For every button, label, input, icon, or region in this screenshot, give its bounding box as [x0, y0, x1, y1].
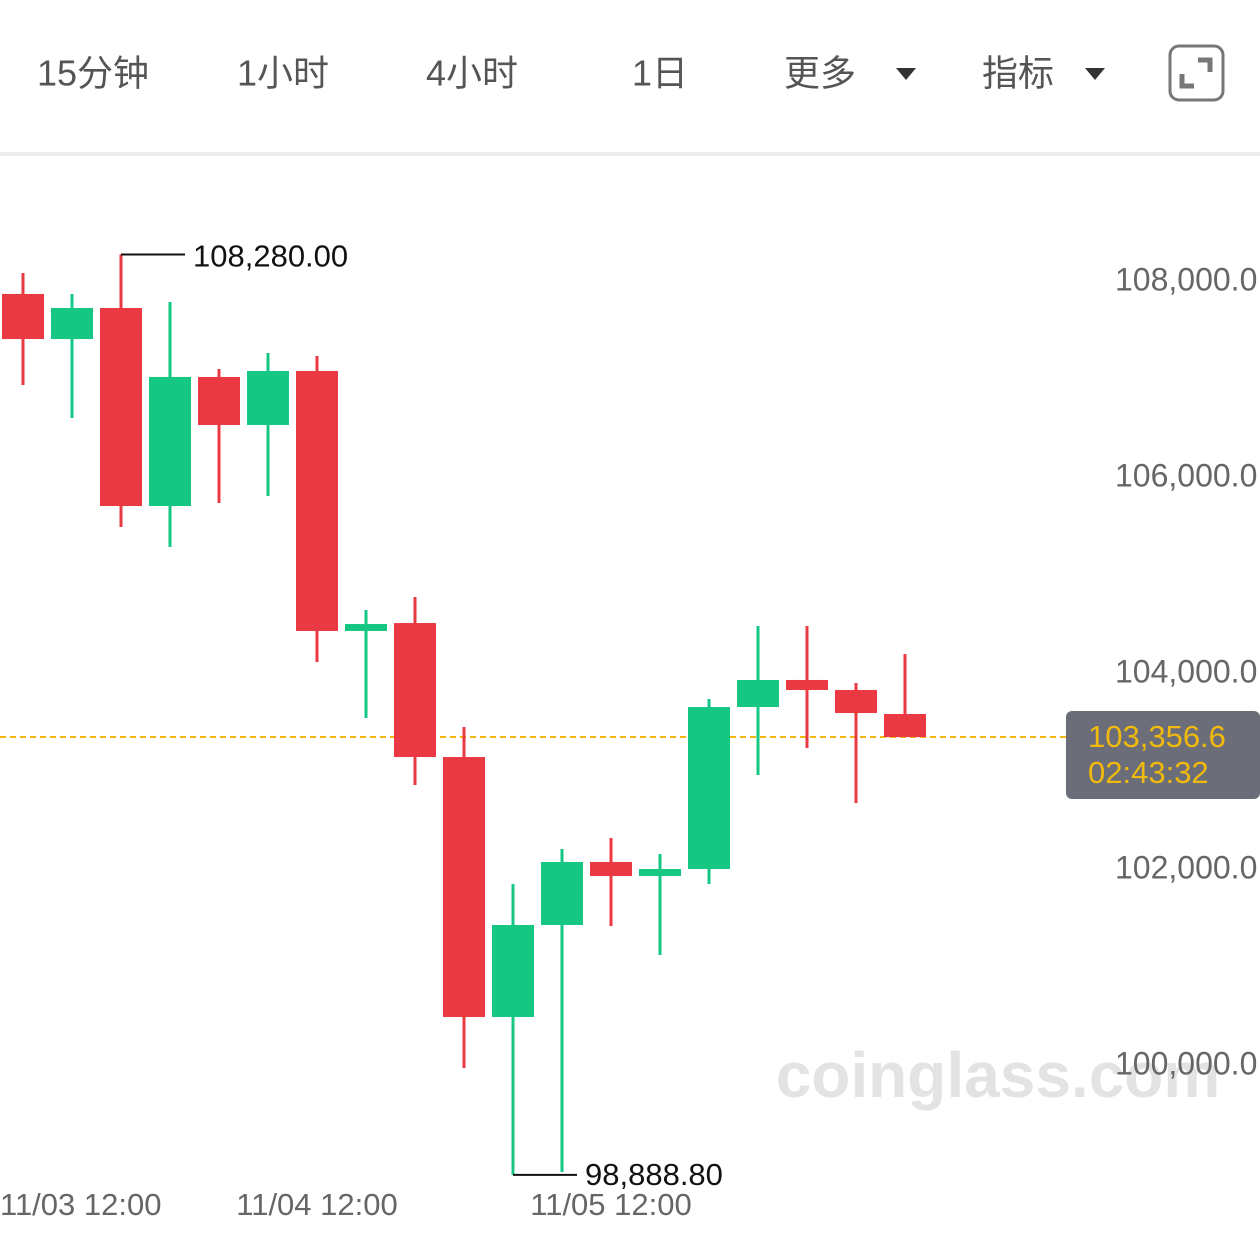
dropdown-arrow — [1085, 68, 1105, 80]
candle-body — [51, 307, 93, 340]
timeframe-tab[interactable]: 1日 — [632, 53, 688, 94]
timeframe-tab[interactable]: 指标 — [982, 53, 1054, 94]
candle-body — [492, 924, 534, 1017]
candle-body — [394, 623, 436, 758]
divider — [0, 152, 1260, 156]
timeframe-tab[interactable]: 4小时 — [426, 53, 518, 94]
x-tick-label: 11/04 12:00 — [236, 1187, 397, 1222]
candle-body — [296, 370, 338, 631]
fullscreen-arrows — [1179, 57, 1213, 89]
min-label: 98,888.80 — [585, 1157, 723, 1192]
timeframe-tab[interactable]: 1小时 — [237, 53, 329, 94]
y-tick-label: 100,000.0 — [1115, 1045, 1257, 1081]
watermark: coinglass.com — [776, 1039, 1221, 1111]
y-tick-label: 102,000.0 — [1115, 849, 1257, 885]
timeframe-tab[interactable]: 15分钟 — [37, 53, 149, 94]
candle-body — [198, 376, 240, 425]
fullscreen-frame — [1168, 44, 1225, 102]
candle-body — [737, 679, 779, 708]
candle-body — [786, 679, 828, 690]
dropdown-arrow — [896, 68, 916, 80]
candle-body — [541, 861, 583, 925]
candle-body — [639, 869, 681, 876]
candle-body — [443, 757, 485, 1017]
max-label: 108,280.00 — [193, 239, 348, 274]
candle-body — [884, 713, 926, 738]
y-tick-label: 106,000.0 — [1115, 457, 1257, 493]
candle-body — [835, 689, 877, 714]
candle-body — [590, 861, 632, 876]
x-tick-label: 11/05 12:00 — [530, 1187, 691, 1222]
candle-body — [247, 370, 289, 425]
fullscreen-button[interactable] — [1168, 44, 1225, 102]
timeframe-tab[interactable]: 更多 — [784, 53, 856, 94]
countdown: 02:43:32 — [1088, 755, 1209, 790]
candle-body — [149, 376, 191, 507]
candle-body — [2, 293, 44, 340]
y-tick-label: 104,000.0 — [1115, 653, 1257, 689]
last-price-label: 103,356.6 — [1088, 719, 1226, 754]
price-tag — [1066, 711, 1260, 800]
candle-body — [100, 307, 142, 507]
y-tick-label: 108,000.0 — [1115, 261, 1257, 297]
candle-body — [345, 624, 387, 631]
x-tick-label: 11/03 12:00 — [0, 1187, 161, 1222]
candle-body — [688, 707, 730, 870]
